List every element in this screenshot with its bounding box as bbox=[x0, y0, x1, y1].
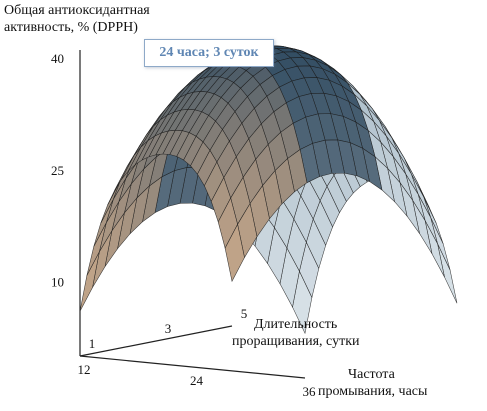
axes bbox=[79, 50, 306, 379]
y-axis-label: Длительность проращивания, сутки bbox=[232, 316, 359, 350]
y-axis-label-line-2: проращивания, сутки bbox=[232, 334, 360, 349]
z-axis-label-line-1: Общая антиоксидантная bbox=[4, 3, 150, 18]
x-axis-line bbox=[79, 355, 306, 379]
z-tick-25: 25 bbox=[51, 163, 64, 178]
x-axis-label-line-2: промывания, часы bbox=[318, 384, 428, 399]
x-axis-label: Частота промывания, часы bbox=[318, 366, 427, 400]
z-tick-40: 40 bbox=[51, 51, 64, 66]
y-axis-line bbox=[79, 325, 233, 357]
optimum-callout: 24 часа; 3 суток bbox=[144, 39, 274, 67]
z-axis-label: Общая антиоксидантная активность, % (DPP… bbox=[4, 2, 150, 36]
x-axis-label-line-1: Частота bbox=[348, 367, 395, 382]
surface-mesh bbox=[79, 45, 458, 335]
z-tick-10: 10 bbox=[51, 275, 64, 290]
surface-cell bbox=[79, 251, 100, 312]
y-tick-5: 5 bbox=[241, 306, 248, 321]
surface-cell bbox=[437, 243, 458, 304]
surface-cell bbox=[224, 223, 245, 283]
y-axis-label-line-1: Длительность bbox=[254, 317, 338, 332]
y-tick-3: 3 bbox=[165, 321, 172, 336]
x-tick-36: 36 bbox=[303, 384, 317, 399]
x-tick-12: 12 bbox=[78, 362, 91, 377]
x-tick-24: 24 bbox=[190, 373, 204, 388]
z-axis-label-line-2: активность, % (DPPH) bbox=[4, 20, 138, 35]
y-tick-1: 1 bbox=[89, 336, 96, 351]
